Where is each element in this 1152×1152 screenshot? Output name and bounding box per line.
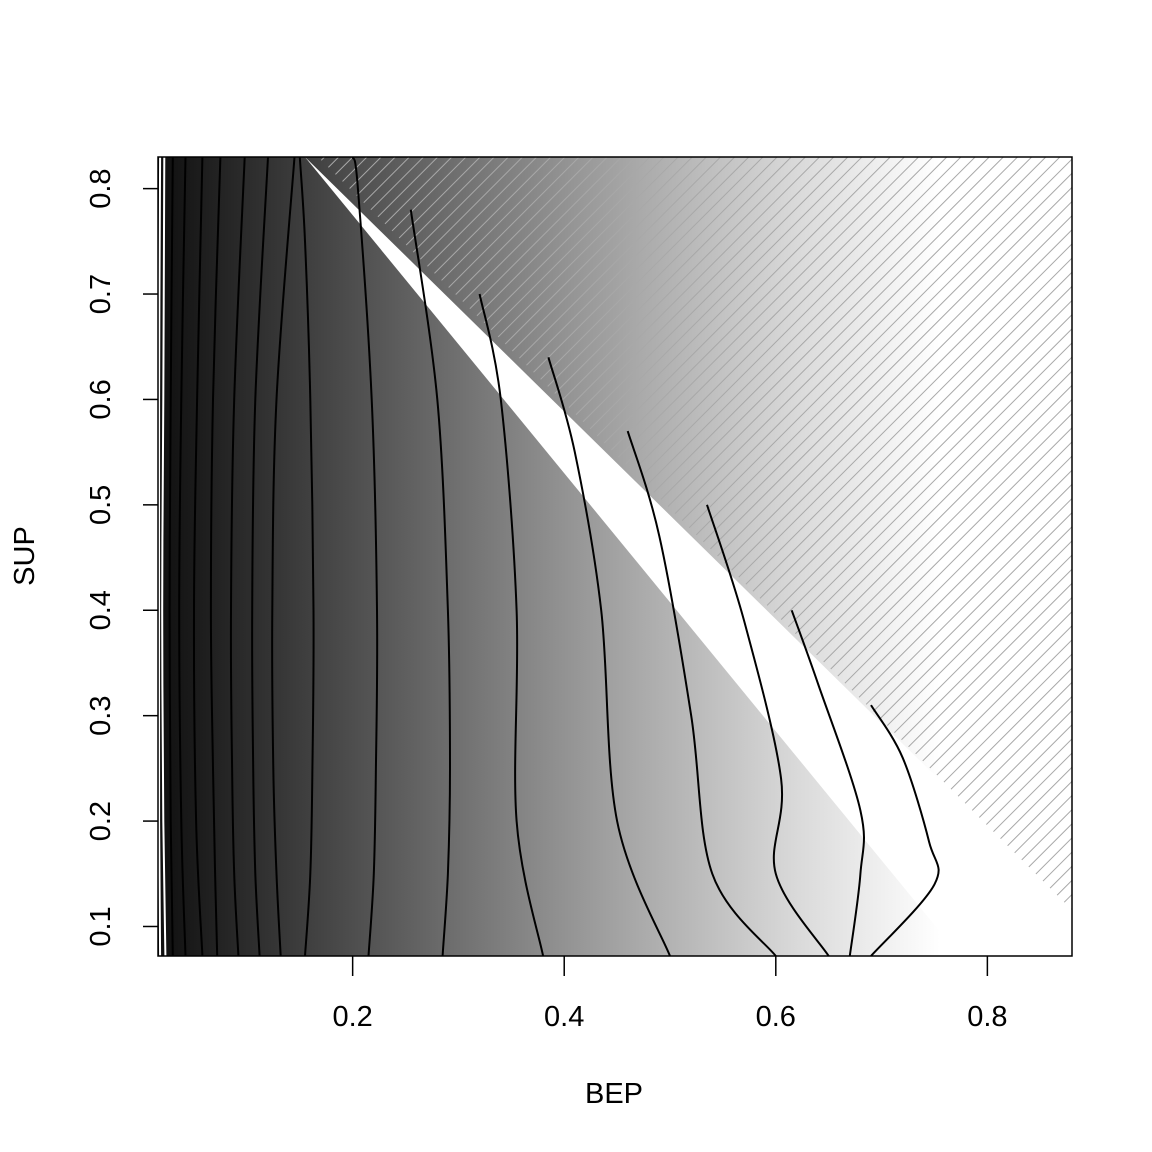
contour-line (409, 209, 452, 956)
y-axis-title: SUP (9, 526, 41, 586)
y-axis: 0.1 0.2 0.3 0.4 0.5 0.6 0.7 0.8 (85, 168, 158, 947)
contour-line (209, 157, 222, 956)
y-tick-label: 0.5 (85, 485, 117, 525)
contour-line (706, 504, 830, 956)
contour-line (870, 704, 940, 956)
x-tick-label: 0.4 (544, 1001, 584, 1033)
contour-line (351, 157, 379, 956)
contour-line (298, 157, 315, 956)
y-tick-label: 0.6 (85, 379, 117, 419)
y-tick-label: 0.3 (85, 696, 117, 736)
x-axis-title: BEP (585, 1078, 643, 1110)
y-tick-label: 0.4 (85, 590, 117, 630)
x-tick-label: 0.8 (967, 1001, 1007, 1033)
contour-line (790, 609, 865, 956)
feasible-boundary-white (305, 157, 1072, 956)
infeasible-region-hatch (318, 157, 1072, 910)
x-tick-label: 0.2 (332, 1001, 372, 1033)
contour-line (168, 157, 174, 956)
plot-frame (157, 156, 1073, 957)
contour-line (161, 157, 167, 956)
contour-line (271, 157, 296, 956)
contour-line (478, 293, 545, 956)
contour-line (229, 157, 246, 956)
y-tick-label: 0.1 (85, 906, 117, 946)
y-tick-label: 0.8 (85, 168, 117, 208)
contour-line (178, 157, 187, 956)
y-tick-label: 0.7 (85, 274, 117, 314)
x-axis: 0.2 0.4 0.6 0.8 (332, 956, 1008, 1033)
contour-line (158, 157, 162, 956)
contour-lines (158, 157, 940, 956)
contour-line (547, 357, 671, 956)
x-tick-label: 0.6 (756, 1001, 796, 1033)
contour-line (251, 157, 269, 956)
contour-line (192, 157, 204, 956)
y-tick-label: 0.2 (85, 801, 117, 841)
contour-line (626, 430, 777, 956)
